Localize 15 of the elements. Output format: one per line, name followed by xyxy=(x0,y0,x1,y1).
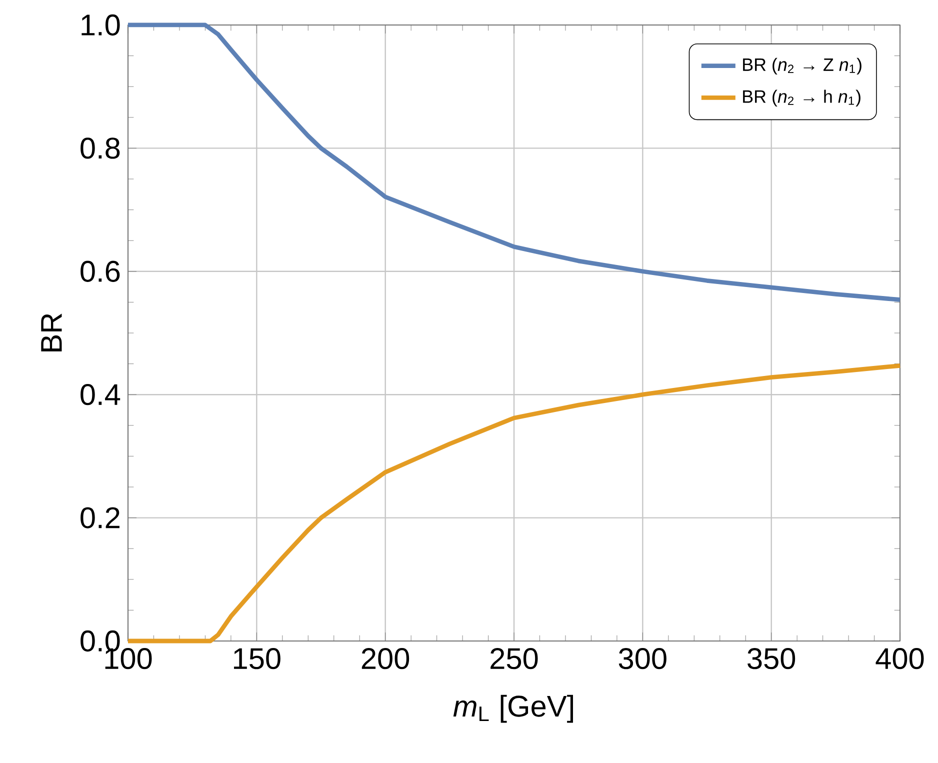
x-tick-label: 400 xyxy=(876,648,924,670)
x-tick-label: 350 xyxy=(748,648,796,670)
y-tick-label: 1.0 xyxy=(82,14,120,36)
legend-label: BR (n$_{2}$ → h n$_{1}$) xyxy=(743,90,860,106)
x-tick-label: 150 xyxy=(234,648,280,670)
x-tick-label: 200 xyxy=(362,648,410,670)
y-tick-label: 0.8 xyxy=(80,138,120,159)
y-tick-label: 0.6 xyxy=(80,260,120,282)
x-tick-label: 300 xyxy=(618,648,666,670)
y-axis-title: BR xyxy=(41,314,62,352)
x-tick-label: 250 xyxy=(490,648,538,670)
y-tick-label: 0.4 xyxy=(80,384,120,406)
x-axis-title: m$_{L}$ [GeV] xyxy=(453,694,573,723)
legend-label: BR (n$_{2}$ → Z n$_{1}$) xyxy=(743,58,862,75)
y-tick-label: 0.2 xyxy=(80,507,120,528)
